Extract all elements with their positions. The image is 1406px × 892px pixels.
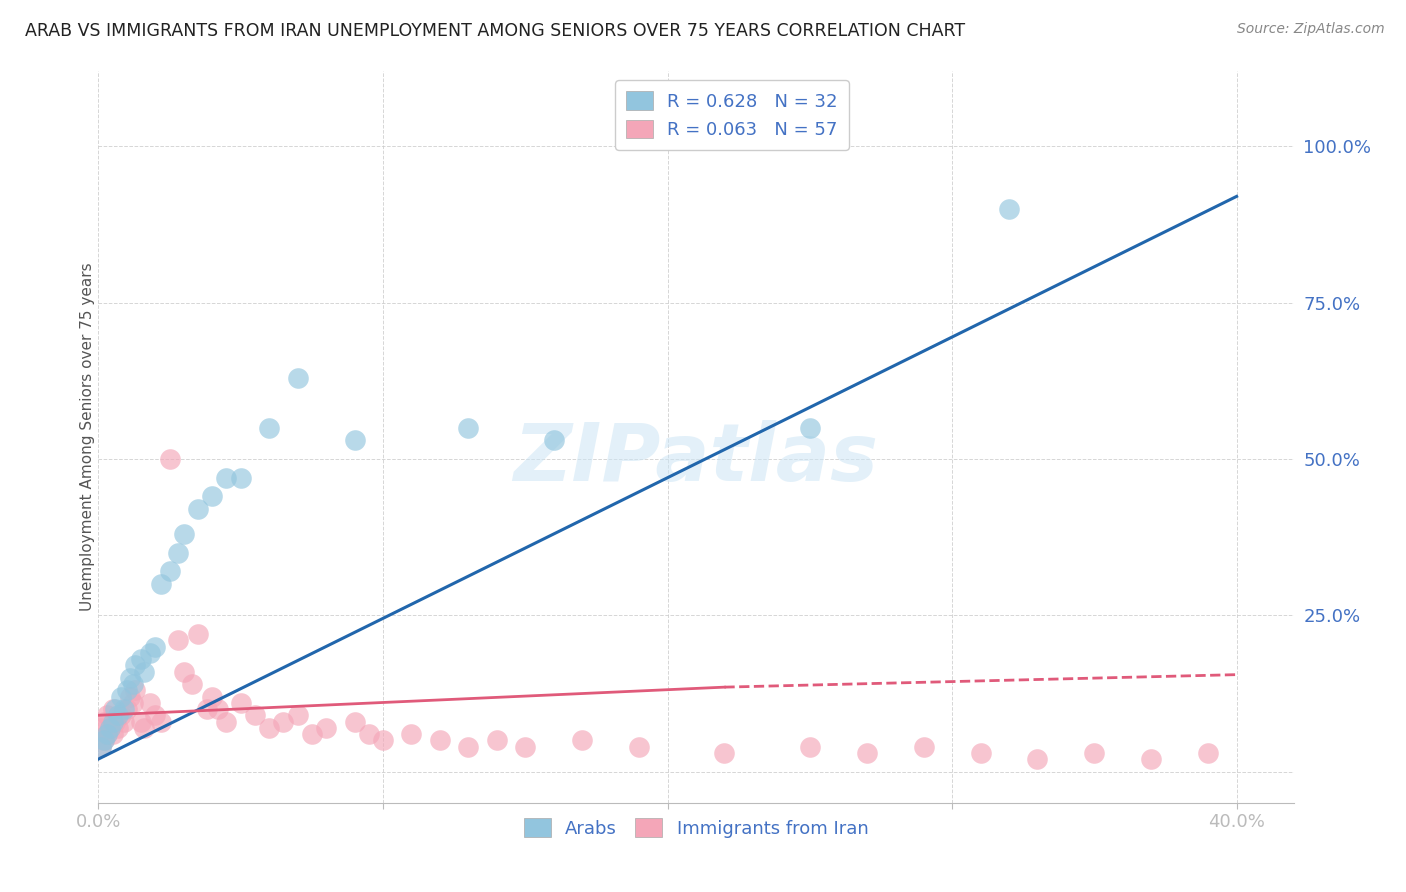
Point [1140, 752, 1163, 766]
Point [138, 646, 160, 660]
Point [173, 665, 195, 679]
Point [93, 714, 115, 729]
Point [107, 708, 129, 723]
Point [1026, 752, 1049, 766]
Point [229, 471, 252, 485]
Point [187, 627, 209, 641]
Point [118, 690, 141, 704]
Point [173, 527, 195, 541]
Point [201, 690, 224, 704]
Point [287, 370, 309, 384]
Point [98, 721, 121, 735]
Point [115, 702, 138, 716]
Point [257, 420, 280, 434]
Point [628, 739, 651, 754]
Point [110, 690, 132, 704]
Point [98, 721, 121, 735]
Text: Source: ZipAtlas.com: Source: ZipAtlas.com [1237, 22, 1385, 37]
Point [150, 714, 173, 729]
Point [112, 702, 135, 716]
Point [115, 683, 138, 698]
Point [96, 727, 118, 741]
Point [121, 677, 143, 691]
Point [571, 733, 593, 747]
Point [215, 471, 238, 485]
Legend: Arabs, Immigrants from Iran: Arabs, Immigrants from Iran [516, 811, 876, 845]
Point [457, 420, 479, 434]
Point [90, 721, 112, 735]
Point [101, 714, 124, 729]
Point [457, 739, 479, 754]
Point [129, 652, 152, 666]
Point [969, 746, 991, 760]
Point [301, 727, 323, 741]
Point [998, 202, 1021, 216]
Point [129, 714, 152, 729]
Point [101, 702, 124, 716]
Point [485, 733, 508, 747]
Point [912, 739, 935, 754]
Point [243, 708, 266, 723]
Point [401, 727, 423, 741]
Point [195, 702, 218, 716]
Point [167, 546, 190, 560]
Point [90, 739, 112, 754]
Point [187, 502, 209, 516]
Point [201, 490, 224, 504]
Point [357, 727, 380, 741]
Point [799, 739, 821, 754]
Point [104, 702, 127, 716]
Point [143, 708, 166, 723]
Point [229, 696, 252, 710]
Point [181, 677, 204, 691]
Point [543, 434, 565, 448]
Point [96, 727, 118, 741]
Point [124, 658, 146, 673]
Point [167, 633, 190, 648]
Point [371, 733, 394, 747]
Y-axis label: Unemployment Among Seniors over 75 years: Unemployment Among Seniors over 75 years [80, 263, 94, 611]
Point [96, 708, 118, 723]
Point [138, 696, 160, 710]
Point [132, 665, 155, 679]
Text: ZIPatlas: ZIPatlas [513, 420, 879, 498]
Text: ARAB VS IMMIGRANTS FROM IRAN UNEMPLOYMENT AMONG SENIORS OVER 75 YEARS CORRELATIO: ARAB VS IMMIGRANTS FROM IRAN UNEMPLOYMEN… [25, 22, 966, 40]
Point [1083, 746, 1105, 760]
Point [124, 683, 146, 698]
Point [207, 702, 229, 716]
Point [112, 714, 135, 729]
Point [118, 671, 141, 685]
Point [104, 714, 127, 729]
Point [799, 420, 821, 434]
Point [287, 708, 309, 723]
Point [429, 733, 451, 747]
Point [343, 434, 366, 448]
Point [257, 721, 280, 735]
Point [132, 721, 155, 735]
Point [110, 708, 132, 723]
Point [515, 739, 537, 754]
Point [215, 714, 238, 729]
Point [713, 746, 735, 760]
Point [90, 739, 112, 754]
Point [121, 696, 143, 710]
Point [150, 577, 173, 591]
Point [273, 714, 295, 729]
Point [107, 721, 129, 735]
Point [101, 727, 124, 741]
Point [343, 714, 366, 729]
Point [1197, 746, 1219, 760]
Point [159, 452, 181, 467]
Point [93, 733, 115, 747]
Point [93, 733, 115, 747]
Point [159, 565, 181, 579]
Point [855, 746, 877, 760]
Point [315, 721, 337, 735]
Point [143, 640, 166, 654]
